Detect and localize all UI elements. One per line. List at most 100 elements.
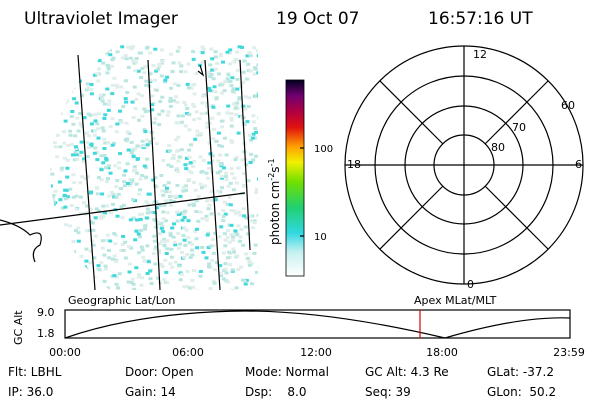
pixel (254, 154, 258, 158)
pixel (8, 186, 12, 189)
pixel (50, 273, 51, 276)
pixel (144, 46, 149, 50)
pixel (182, 101, 187, 104)
pixel (169, 86, 173, 90)
pixel (15, 112, 19, 115)
pixel (232, 209, 237, 213)
pixel (187, 178, 192, 181)
pixel (131, 198, 136, 201)
pixel (78, 212, 83, 216)
title: Ultraviolet Imager (24, 9, 178, 29)
pixel (227, 195, 232, 199)
pixel (106, 108, 111, 112)
pixel (163, 258, 168, 262)
pixel (27, 269, 31, 272)
pixel (65, 166, 70, 170)
pixel (182, 226, 187, 230)
pixel (171, 200, 176, 203)
pixel (114, 185, 119, 189)
pixel (254, 187, 258, 191)
pixel (93, 234, 98, 238)
pixel (120, 56, 125, 60)
pixel (215, 61, 220, 65)
pixel (180, 114, 185, 118)
pixel (53, 58, 57, 62)
pixel (226, 73, 231, 77)
pixel (54, 49, 59, 53)
pixel (29, 168, 33, 171)
pixel (186, 219, 191, 223)
pixel (214, 96, 219, 100)
pixel (5, 96, 9, 99)
pixel (156, 249, 161, 253)
pixel (208, 63, 213, 67)
pixel (50, 132, 51, 136)
pixel (79, 150, 84, 154)
pixel (5, 269, 9, 272)
pixel (211, 77, 216, 81)
pixel (231, 188, 236, 192)
pixel (164, 199, 169, 203)
pixel (165, 75, 170, 79)
pixel (182, 255, 187, 259)
pixel (56, 76, 61, 80)
pixel (30, 166, 34, 169)
pixel (134, 60, 139, 64)
pixel (110, 58, 115, 62)
pixel (15, 138, 19, 141)
pixel (12, 109, 16, 112)
pixel (208, 152, 213, 156)
pixel (176, 135, 181, 139)
pixel (9, 180, 13, 183)
pixel (208, 287, 213, 290)
pixel (194, 227, 199, 231)
pixel (10, 114, 14, 117)
pixel (38, 144, 42, 147)
pixel (208, 244, 213, 248)
pixel (159, 226, 164, 230)
pixel (210, 159, 215, 163)
pixel (179, 272, 184, 276)
pixel (74, 153, 79, 157)
pixel (69, 115, 74, 118)
pixel (246, 232, 251, 236)
pixel (23, 101, 27, 104)
pixel (232, 250, 237, 254)
pixel (111, 202, 115, 206)
pixel (102, 102, 107, 106)
pixel (227, 51, 232, 55)
pixel (204, 171, 209, 175)
pixel (32, 209, 36, 212)
pixel (171, 99, 176, 103)
pixel (131, 59, 136, 63)
pixel (97, 282, 102, 286)
pixel (222, 89, 227, 93)
pixel (4, 55, 8, 58)
pixel (160, 265, 165, 268)
pixel (18, 72, 22, 75)
pixel (70, 110, 75, 113)
status-field: Door: Open (125, 365, 194, 379)
pixel (73, 47, 78, 51)
pixel (209, 47, 214, 51)
auroral-image (0, 45, 258, 290)
pixel (152, 234, 157, 238)
pixel (101, 129, 106, 133)
pixel (153, 78, 157, 82)
pixel (45, 150, 49, 153)
pixel (13, 131, 17, 134)
pixel (179, 64, 184, 68)
pixel (30, 215, 34, 218)
pixel (45, 253, 49, 256)
pixel (95, 122, 100, 126)
pixel (182, 238, 187, 242)
pixel (114, 275, 119, 279)
pixel (248, 134, 253, 137)
pixel (157, 222, 162, 226)
pixel (13, 219, 17, 222)
pixel (66, 254, 71, 257)
pixel (171, 61, 176, 65)
pixel (106, 47, 110, 51)
pixel (195, 129, 200, 133)
pixel (172, 222, 176, 226)
